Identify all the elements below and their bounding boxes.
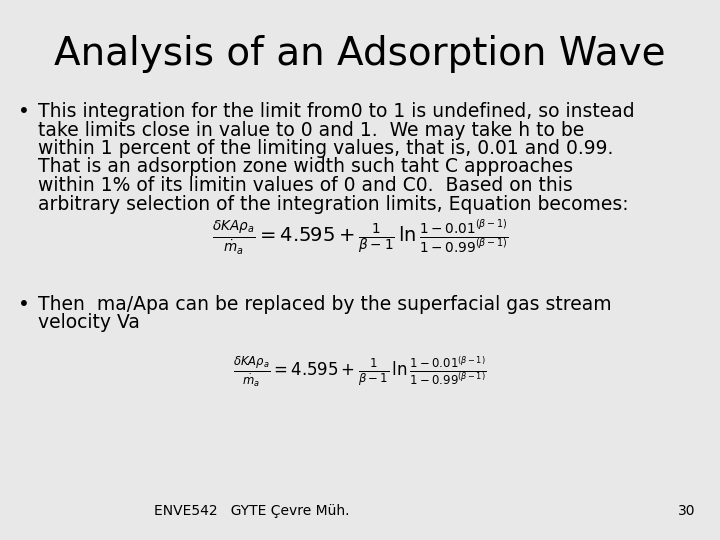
Text: $\frac{\delta KA\rho_{a}}{\dot{m}_{a}} = 4.595 + \frac{1}{\beta-1}\,\mathrm{ln}\: $\frac{\delta KA\rho_{a}}{\dot{m}_{a}} =… xyxy=(212,218,508,256)
Text: •: • xyxy=(18,102,30,121)
Text: $\frac{\delta KA\rho_{a}}{\dot{m}_{a}} = 4.595 + \frac{1}{\beta-1}\,\mathrm{ln}\: $\frac{\delta KA\rho_{a}}{\dot{m}_{a}} =… xyxy=(233,355,487,389)
Text: take limits close in value to 0 and 1.  We may take h to be: take limits close in value to 0 and 1. W… xyxy=(38,120,584,139)
Text: arbitrary selection of the integration limits, Equation becomes:: arbitrary selection of the integration l… xyxy=(38,194,629,213)
Text: This integration for the limit from0 to 1 is undefined, so instead: This integration for the limit from0 to … xyxy=(38,102,634,121)
Text: 30: 30 xyxy=(678,504,695,518)
Text: Analysis of an Adsorption Wave: Analysis of an Adsorption Wave xyxy=(54,35,666,73)
Text: Then  ma/Apa can be replaced by the superfacial gas stream: Then ma/Apa can be replaced by the super… xyxy=(38,295,611,314)
Text: ENVE542   GYTE Çevre Müh.: ENVE542 GYTE Çevre Müh. xyxy=(154,504,350,518)
Text: •: • xyxy=(18,295,30,314)
Text: velocity Va: velocity Va xyxy=(38,314,140,333)
Text: within 1% of its limitin values of 0 and C0.  Based on this: within 1% of its limitin values of 0 and… xyxy=(38,176,572,195)
Text: within 1 percent of the limiting values, that is, 0.01 and 0.99.: within 1 percent of the limiting values,… xyxy=(38,139,613,158)
Text: That is an adsorption zone width such taht C approaches: That is an adsorption zone width such ta… xyxy=(38,158,573,177)
